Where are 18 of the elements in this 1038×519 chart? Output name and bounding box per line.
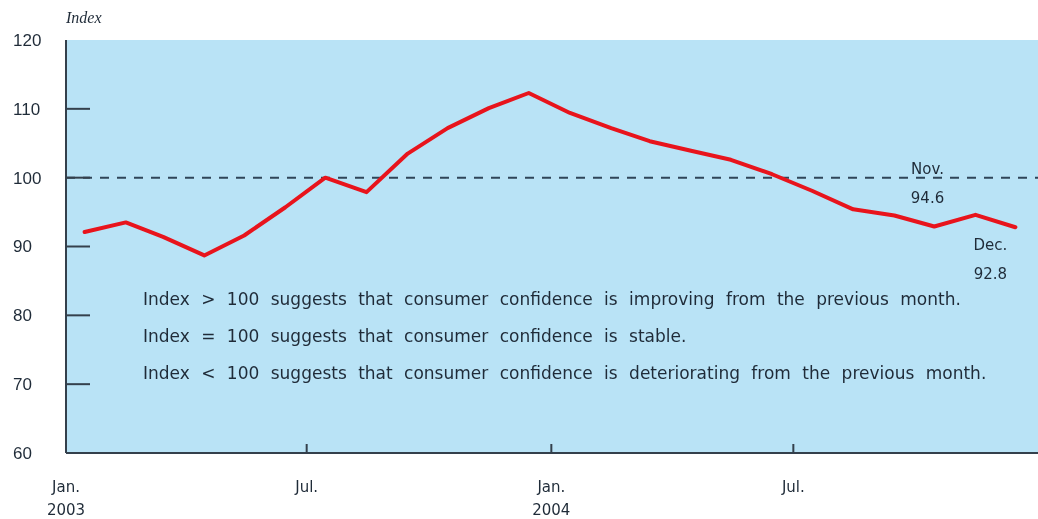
y-tick-label: 80 [13,306,32,326]
annotation: Index > 100 suggests that consumer confidence is improving from the previous month. [143,289,961,309]
y-tick-label: 70 [13,375,32,395]
y-tick-label: 120 [13,30,42,50]
y-tick-label: 100 [13,168,42,188]
annotation: Index < 100 suggests that consumer confidence is deteriorating from the previous month. [143,363,987,383]
annotation: Index = 100 suggests that consumer confidence is stable. [143,326,687,346]
y-tick-label: 60 [13,443,32,463]
x-tick-label: Jul. [780,478,805,496]
x-tick-label: Jan. 2004 [532,478,571,519]
y-axis-title: Index [66,9,102,26]
x-tick-label: Jan. 2003 [46,478,86,519]
line-series [82,91,1018,258]
y-tick-label: 90 [13,237,32,257]
x-tick-label: Jul. [294,478,319,496]
annotation: Dec. 92.8 [973,235,1008,283]
annotation: Nov. 94.6 [910,160,945,208]
y-tick-label: 110 [13,99,41,119]
